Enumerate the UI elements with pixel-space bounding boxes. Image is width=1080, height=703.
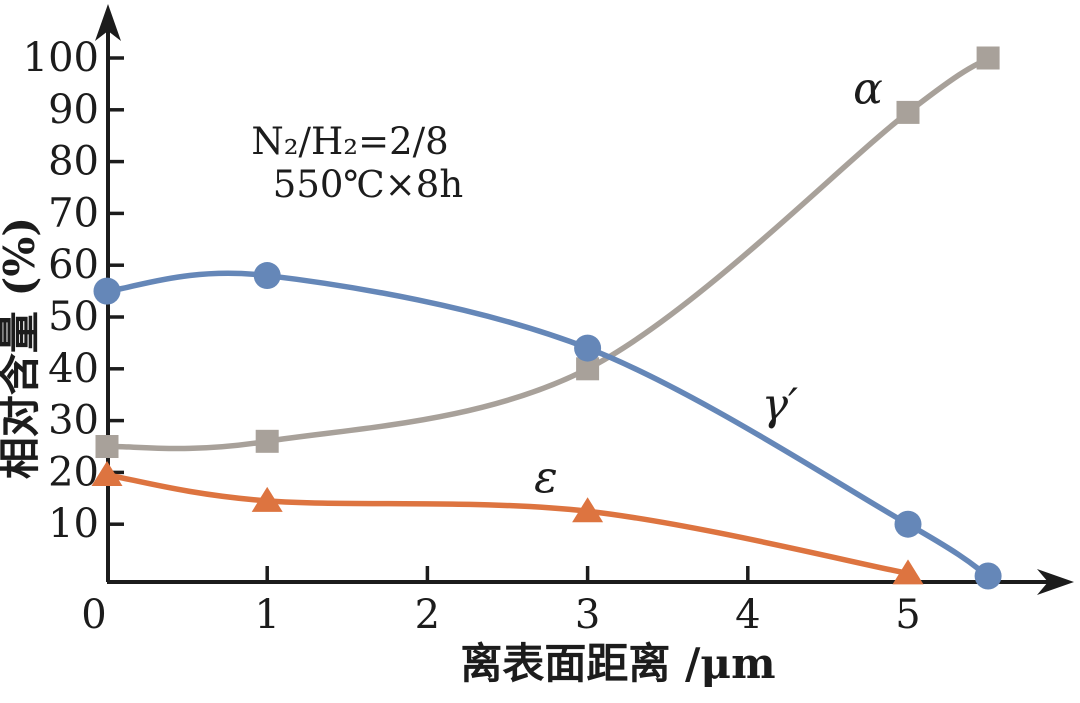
x-tick-label: 0	[81, 592, 106, 638]
y-tick-label: 70	[48, 190, 99, 236]
marker-circle-gamma-prime	[974, 562, 1002, 590]
x-axis-arrow-icon	[1037, 569, 1074, 595]
y-tick-label: 20	[48, 449, 99, 495]
y-tick-label: 100	[23, 35, 99, 81]
y-tick-label: 80	[48, 139, 99, 185]
marker-circle-gamma-prime	[894, 510, 922, 538]
marker-circle-gamma-prime	[93, 277, 121, 305]
annotation-line-1: N₂/H₂=2/8	[251, 120, 448, 163]
series-label-gamma-prime: γ′	[762, 380, 798, 431]
x-tick-label: 2	[415, 592, 440, 638]
annotation-line-2: 550℃×8h	[273, 163, 463, 206]
y-tick-label: 50	[48, 294, 99, 340]
marker-triangle-epsilon	[572, 497, 604, 523]
marker-triangle-epsilon	[892, 559, 924, 585]
x-axis-title: 离表面距离 /μm	[460, 639, 775, 688]
marker-square-alpha	[896, 100, 920, 124]
marker-circle-gamma-prime	[574, 334, 602, 362]
x-tick-label: 1	[254, 592, 279, 638]
marker-triangle-epsilon	[251, 486, 283, 512]
marker-square-alpha	[255, 429, 279, 453]
y-tick-label: 30	[48, 398, 99, 444]
y-tick-label: 60	[48, 242, 99, 288]
x-tick-label: 5	[895, 592, 920, 638]
marker-square-alpha	[95, 435, 119, 458]
y-tick-label: 90	[48, 87, 99, 133]
y-tick-label: 40	[48, 346, 99, 392]
y-axis-arrow-icon	[95, 4, 121, 41]
marker-triangle-epsilon	[91, 460, 123, 486]
plot-area: 10 20 30 40 50 60 70 80 90 100 0 1 2 3 4 5 α ε γ′	[23, 4, 1074, 638]
series-label-alpha: α	[853, 64, 883, 115]
x-tick-label: 3	[575, 592, 600, 638]
series-curve-gamma-prime	[104, 270, 991, 579]
y-tick-label: 10	[48, 501, 99, 547]
marker-square-alpha	[976, 46, 1000, 70]
series-label-epsilon: ε	[534, 452, 558, 503]
marker-square-alpha	[576, 357, 600, 381]
x-tick-label: 4	[735, 592, 760, 638]
marker-circle-gamma-prime	[253, 262, 281, 290]
y-axis-title: 相对含量 (%)	[0, 217, 44, 479]
series-curve-alpha	[104, 55, 991, 452]
series-curve-epsilon	[104, 472, 911, 577]
